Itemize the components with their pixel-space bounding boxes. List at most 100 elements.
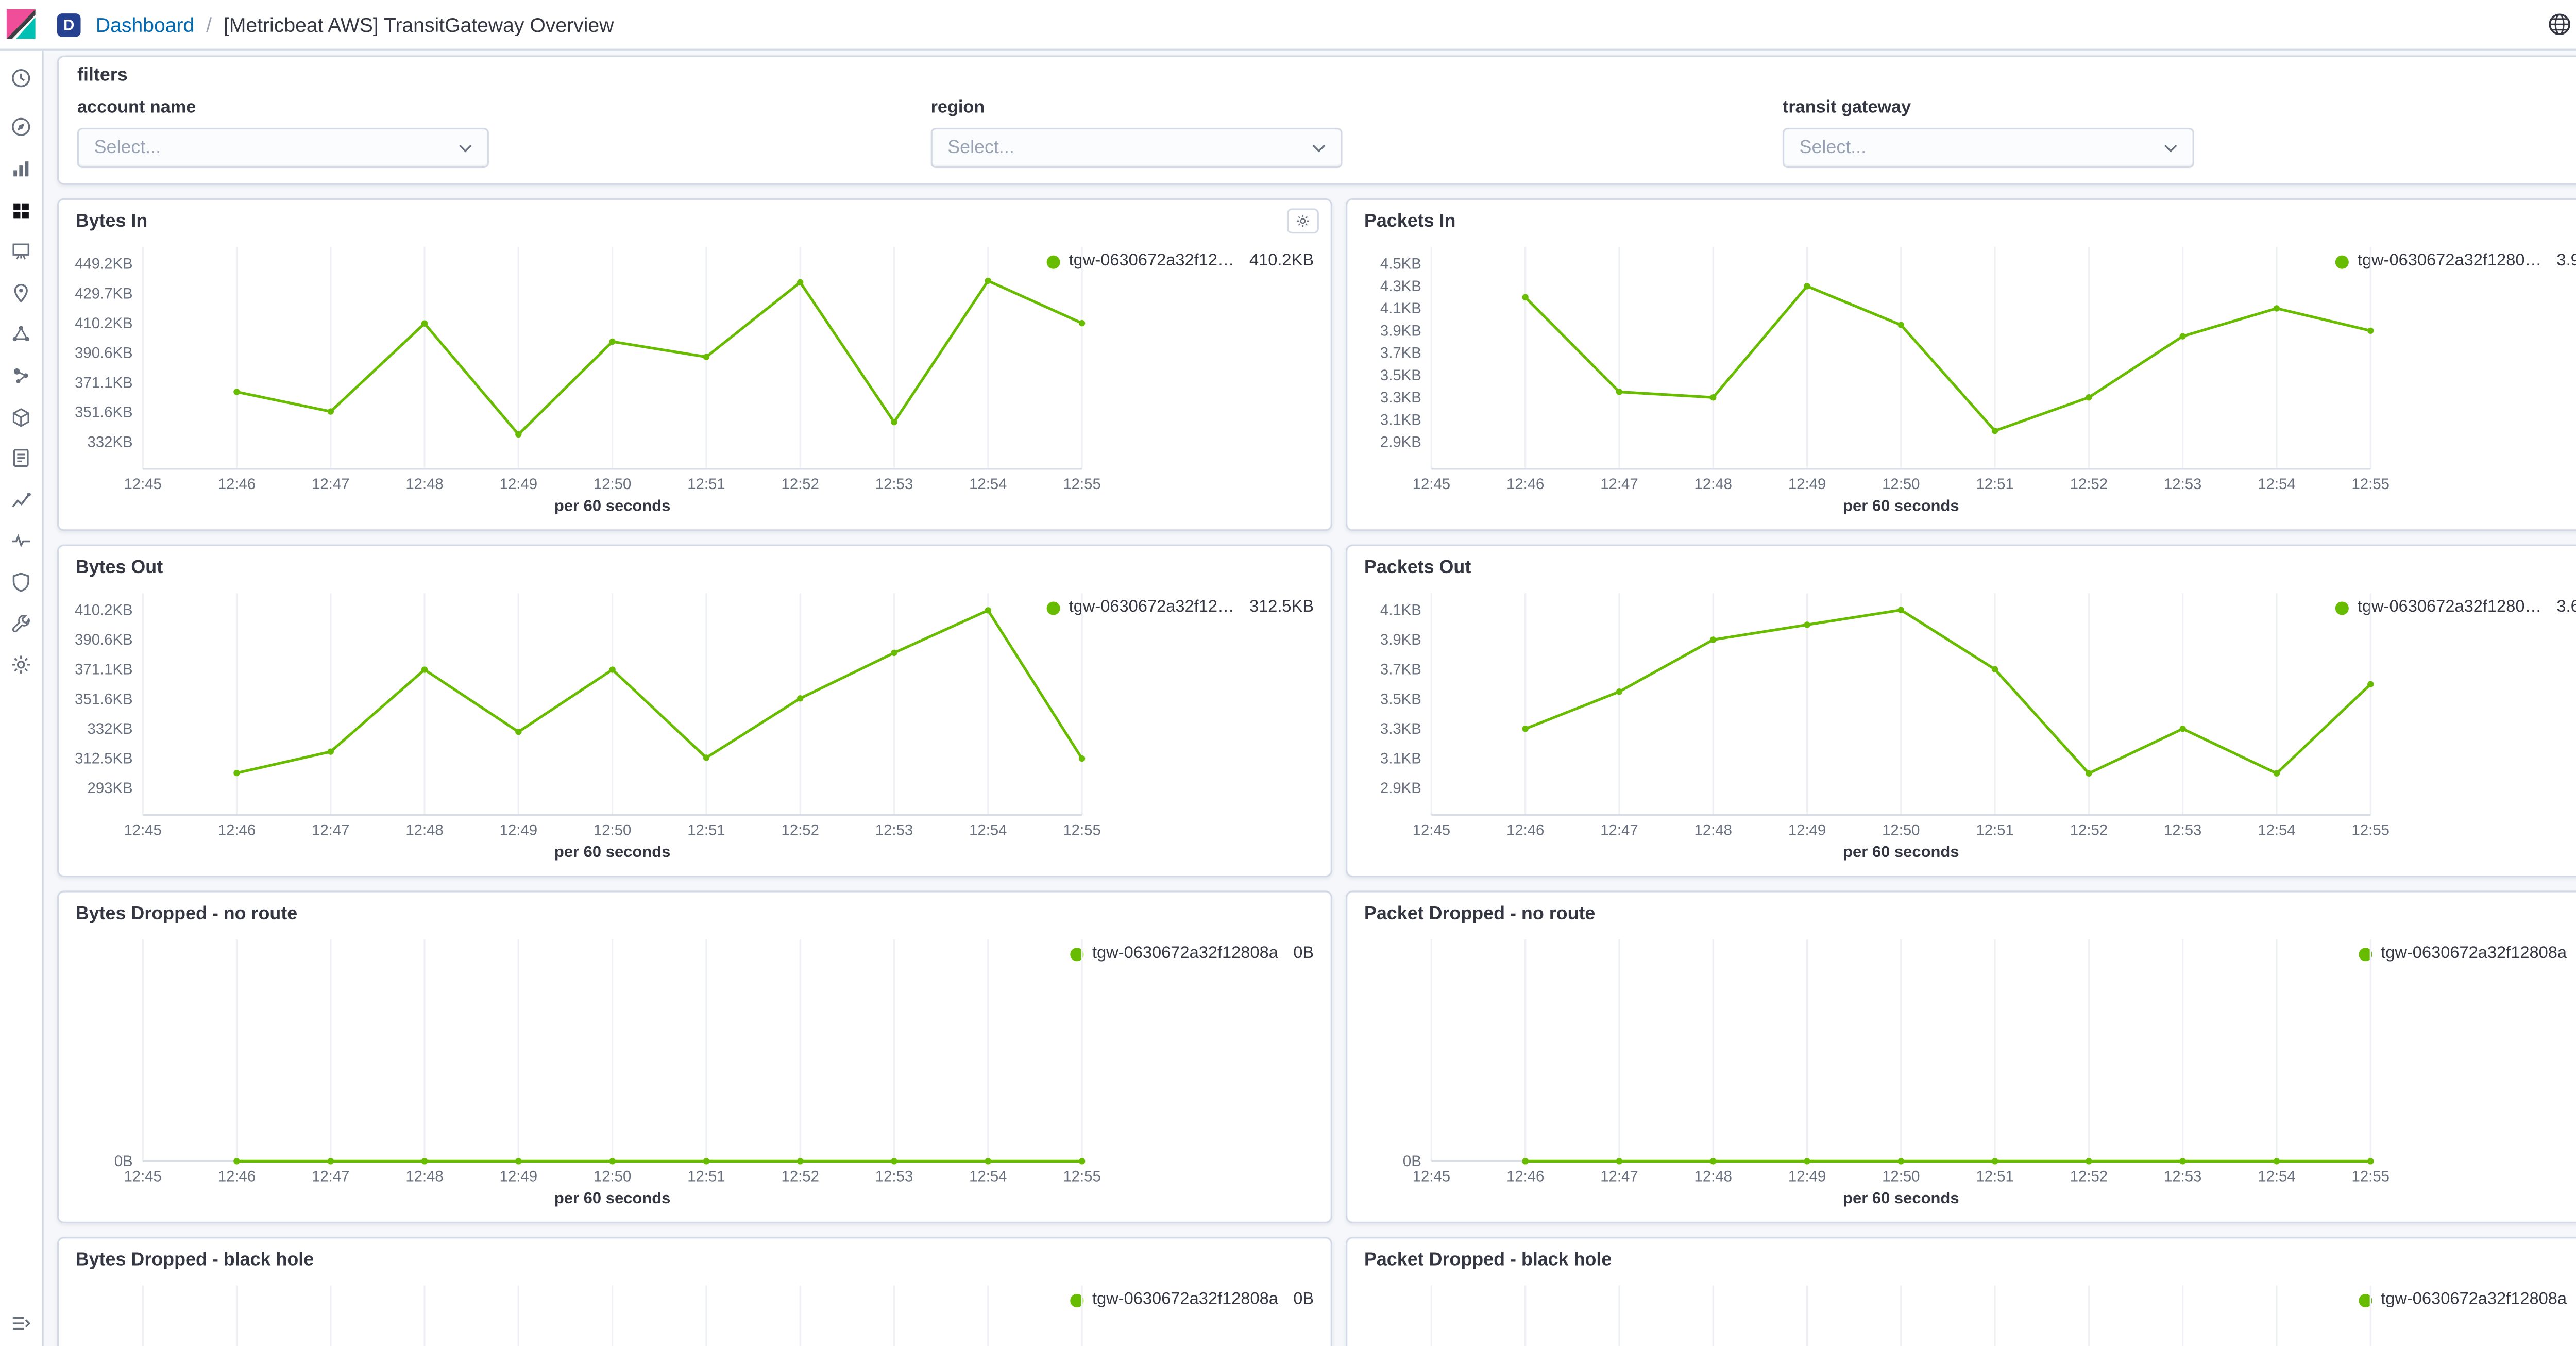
- legend-series-value: 312.5KB: [1249, 598, 1314, 617]
- svg-text:12:45: 12:45: [124, 476, 161, 493]
- sidebar-item-dashboard[interactable]: [0, 190, 42, 231]
- svg-text:3.1KB: 3.1KB: [1380, 750, 1421, 767]
- svg-text:12:47: 12:47: [312, 476, 349, 493]
- sidebar-item-management[interactable]: [0, 644, 42, 685]
- help-globe-icon[interactable]: [2547, 12, 2572, 37]
- svg-text:410.2KB: 410.2KB: [75, 315, 133, 332]
- graph-nodes-icon: [13, 368, 28, 383]
- panel-title: Bytes In: [75, 211, 148, 232]
- bar-chart-icon: [13, 161, 29, 177]
- breadcrumb-separator: /: [206, 12, 212, 37]
- legend-series-label[interactable]: tgw-0630672a32f12808a: [2381, 1290, 2567, 1309]
- legend-series-label[interactable]: tgw-0630672a32f12808a: [1092, 944, 1278, 963]
- chart-canvas-bytes-out: 410.2KB 390.6KB 371.1KB 351.6KB 332KB 312.5KB…: [75, 593, 1101, 861]
- legend-series-label[interactable]: tgw-0630672a32f1280…: [2357, 252, 2542, 271]
- chart-legend: tgw-0630672a32f12808a 0B: [1070, 1290, 1314, 1309]
- svg-text:4.1KB: 4.1KB: [1380, 300, 1421, 317]
- sidebar-item-machine-learning[interactable]: [0, 313, 42, 355]
- legend-series-value: 410.2KB: [1249, 252, 1314, 271]
- svg-text:12:48: 12:48: [1694, 822, 1732, 839]
- panel-gear-icon: [1296, 214, 1309, 227]
- legend-series-label[interactable]: tgw-0630672a32f12…: [1069, 252, 1234, 271]
- filter-select-transit-gateway[interactable]: Select...: [1782, 127, 2194, 169]
- legend-series-label[interactable]: tgw-0630672a32f12808a: [2381, 944, 2567, 963]
- breadcrumb-dashboard-link[interactable]: Dashboard: [95, 12, 195, 37]
- sidebar-item-graph[interactable]: [0, 355, 42, 396]
- select-placeholder: Select...: [1799, 138, 1867, 158]
- panel-title: Packet Dropped - black hole: [1364, 1250, 1612, 1271]
- grid-icon: [13, 203, 29, 218]
- svg-text:per 60 seconds: per 60 seconds: [554, 1189, 671, 1207]
- svg-text:12:52: 12:52: [782, 476, 819, 493]
- svg-text:390.6KB: 390.6KB: [75, 631, 133, 648]
- legend-series-label[interactable]: tgw-0630672a32f1280…: [2357, 598, 2542, 617]
- sidebar-item-dev-tools[interactable]: [0, 603, 42, 644]
- svg-text:293KB: 293KB: [88, 780, 133, 797]
- filter-select-account-name[interactable]: Select...: [77, 127, 489, 169]
- svg-text:12:53: 12:53: [2164, 476, 2201, 493]
- svg-text:12:53: 12:53: [2164, 1168, 2201, 1185]
- svg-text:2.9KB: 2.9KB: [1380, 433, 1421, 450]
- svg-text:332KB: 332KB: [88, 720, 133, 737]
- sidebar-item-discover[interactable]: [0, 107, 42, 148]
- legend-series-label[interactable]: tgw-0630672a32f12…: [1069, 598, 1234, 617]
- svg-text:12:54: 12:54: [2258, 1168, 2295, 1185]
- sidebar-item-siem[interactable]: [0, 562, 42, 603]
- svg-text:12:47: 12:47: [1600, 822, 1638, 839]
- sidebar-item-visualize[interactable]: [0, 148, 42, 190]
- svg-text:0B: 0B: [1403, 1153, 1421, 1170]
- chart-legend: tgw-0630672a32f12808a 0B: [1070, 944, 1314, 963]
- svg-text:per 60 seconds: per 60 seconds: [554, 496, 671, 514]
- svg-text:12:54: 12:54: [969, 1168, 1007, 1185]
- gear-icon: [12, 655, 30, 674]
- select-placeholder: Select...: [947, 138, 1014, 158]
- sidebar-item-maps[interactable]: [0, 272, 42, 313]
- svg-text:12:50: 12:50: [1882, 1168, 1920, 1185]
- svg-text:12:54: 12:54: [969, 822, 1007, 839]
- sidebar-item-canvas[interactable]: [0, 231, 42, 272]
- filter-field-region: region Select...: [930, 97, 1343, 169]
- svg-text:per 60 seconds: per 60 seconds: [554, 843, 671, 861]
- panel-title: Packets In: [1364, 211, 1456, 232]
- kibana-logo[interactable]: [0, 1, 42, 48]
- sidebar-item-recently-viewed[interactable]: [0, 57, 42, 98]
- sidebar-item-apm[interactable]: [0, 479, 42, 520]
- svg-text:12:53: 12:53: [2164, 822, 2201, 839]
- svg-text:12:48: 12:48: [405, 476, 443, 493]
- filter-label: transit gateway: [1782, 97, 1911, 118]
- svg-text:3.7KB: 3.7KB: [1380, 661, 1421, 678]
- compass-icon: [12, 118, 30, 137]
- chart-panel-bytes-in: Bytes In tgw-0630672a32f12… 410.2KB 449.2KB…: [57, 198, 1332, 531]
- filter-select-region[interactable]: Select...: [930, 127, 1343, 169]
- sidebar-item-uptime[interactable]: [0, 520, 42, 561]
- svg-text:12:46: 12:46: [218, 1168, 256, 1185]
- svg-text:12:48: 12:48: [405, 1168, 443, 1185]
- svg-text:3.9KB: 3.9KB: [1380, 631, 1421, 648]
- svg-text:per 60 seconds: per 60 seconds: [1843, 1189, 1959, 1207]
- svg-text:371.1KB: 371.1KB: [75, 374, 133, 391]
- breadcrumb: Dashboard / [Metricbeat AWS] TransitGate…: [96, 12, 614, 36]
- svg-text:12:50: 12:50: [594, 1168, 631, 1185]
- svg-text:3.5KB: 3.5KB: [1380, 691, 1421, 708]
- svg-text:12:53: 12:53: [875, 822, 913, 839]
- collapse-nav-icon[interactable]: [0, 1313, 42, 1334]
- legend-series-label[interactable]: tgw-0630672a32f12808a: [1092, 1290, 1278, 1309]
- svg-text:3.9KB: 3.9KB: [1380, 323, 1421, 340]
- panel-options-button[interactable]: [1286, 208, 1319, 234]
- chart-canvas-bytes-in: 449.2KB 429.7KB 410.2KB 390.6KB 371.1KB 351.6…: [75, 247, 1101, 514]
- sidebar-item-logs[interactable]: [0, 438, 42, 479]
- svg-text:12:45: 12:45: [1413, 822, 1450, 839]
- svg-text:12:55: 12:55: [1063, 1168, 1100, 1185]
- svg-text:12:50: 12:50: [1882, 822, 1920, 839]
- svg-text:12:54: 12:54: [2258, 822, 2295, 839]
- svg-text:12:55: 12:55: [2352, 1168, 2389, 1185]
- svg-text:12:55: 12:55: [1063, 822, 1100, 839]
- dashboard-main: filters account name Select... region Selec…: [44, 49, 2576, 1346]
- svg-text:per 60 seconds: per 60 seconds: [1843, 843, 1959, 861]
- svg-text:4.5KB: 4.5KB: [1380, 256, 1421, 273]
- sidebar-item-infrastructure[interactable]: [0, 396, 42, 438]
- panel-title: Packets Out: [1364, 558, 1471, 578]
- svg-text:12:49: 12:49: [500, 476, 537, 493]
- legend-series-value: 0B: [1293, 1290, 1314, 1309]
- svg-text:0B: 0B: [114, 1153, 133, 1170]
